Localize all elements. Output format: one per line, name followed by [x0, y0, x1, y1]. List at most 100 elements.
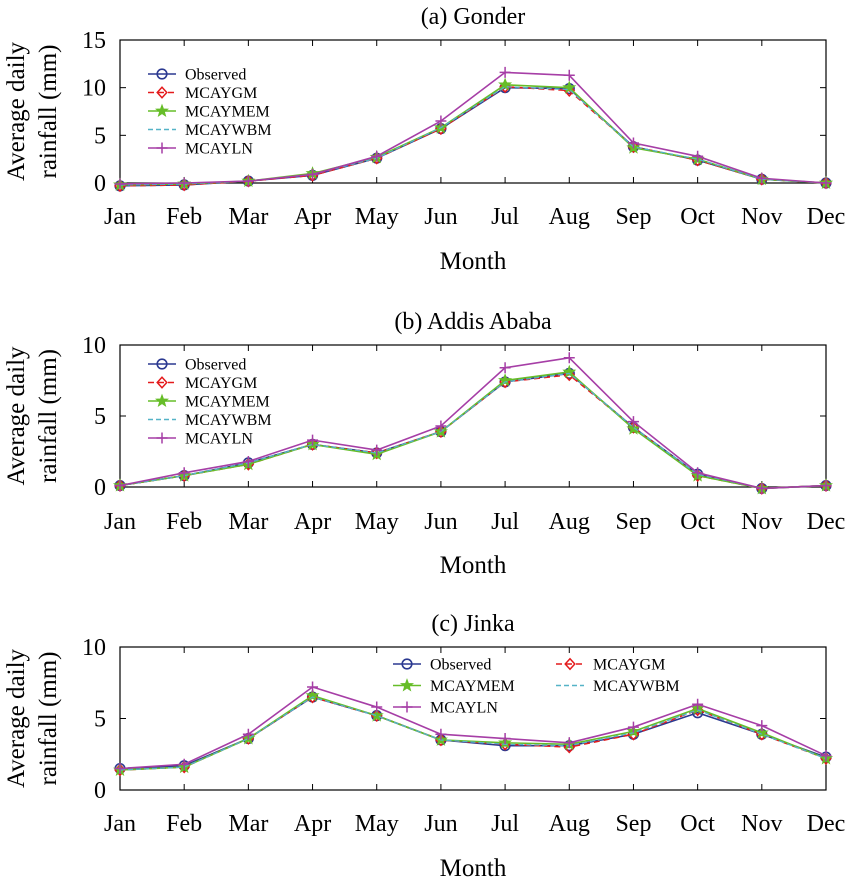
x-tick-label: Jul [491, 204, 519, 230]
x-tick-label: Jun [424, 204, 457, 230]
plot-frame [119, 39, 827, 184]
data-point [114, 763, 126, 775]
y-tick-label: 0 [94, 475, 106, 501]
data-point [369, 708, 384, 722]
data-point [114, 178, 126, 190]
legend-label: MCAYMEM [185, 394, 270, 411]
data-point [371, 150, 383, 162]
legend-item: MCAYGM [148, 375, 257, 392]
data-point [178, 177, 190, 189]
data-point [178, 758, 190, 770]
legend-marker [156, 142, 168, 154]
series-line [119, 372, 827, 490]
series-mcaywbm [119, 86, 827, 186]
x-tick-label: Aug [549, 509, 590, 535]
series-line [119, 71, 827, 185]
data-point [499, 362, 511, 374]
x-tick-label: Jan [104, 204, 136, 230]
legend-item: MCAYMEM [393, 678, 515, 695]
x-tick-label: Nov [741, 509, 782, 535]
legend-label: MCAYLN [430, 700, 498, 717]
x-tick-label: Apr [294, 204, 331, 230]
data-point [242, 728, 254, 740]
legend-marker [156, 376, 168, 389]
legend-marker [156, 68, 168, 80]
legend-label: MCAYMEM [185, 104, 270, 121]
x-tick-label: Nov [741, 811, 782, 837]
x-tick-label: Aug [549, 204, 590, 230]
x-tick-label: Jul [491, 509, 519, 535]
x-tick-label: Sep [615, 509, 651, 535]
legend-marker [156, 358, 168, 370]
data-point [562, 80, 577, 94]
legend-item: MCAYWBM [148, 122, 272, 139]
data-point [307, 168, 319, 180]
data-point [499, 66, 511, 78]
x-tick-label: Feb [166, 204, 202, 230]
data-point [435, 420, 447, 432]
data-point [756, 172, 768, 184]
legend-item: MCAYMEM [148, 104, 270, 121]
x-tick-label: Mar [228, 811, 268, 837]
data-point [756, 482, 768, 494]
legend-label: MCAYLN [185, 141, 253, 158]
y-axis-label-line-1: Average daily [3, 648, 30, 788]
x-tick-label: Apr [294, 509, 331, 535]
y-axis-label: Average daily rainfall (mm) [3, 346, 62, 486]
legend: Observed MCAYGM MCAYMEM MCAYWBM MCAYLN [393, 657, 680, 717]
legend-label: MCAYMEM [430, 678, 515, 695]
legend-label: Observed [430, 657, 491, 674]
y-axis-label-line-2: rainfall (mm) [35, 652, 62, 786]
chart-title: (a) Gonder [421, 4, 526, 30]
series-mcaywbm [119, 372, 827, 490]
x-tick-label: May [355, 811, 399, 837]
x-tick-label: Nov [741, 204, 782, 230]
legend-item: MCAYLN [148, 431, 253, 448]
series-line [119, 356, 827, 490]
legend-item: MCAYGM [556, 657, 665, 674]
data-point [563, 84, 576, 97]
x-tick-label: Aug [549, 811, 590, 837]
chart-title: (b) Addis Ababa [394, 309, 552, 335]
x-axis-label: Month [440, 855, 507, 879]
y-tick-label: 0 [94, 171, 106, 197]
chart-panel-3: (c) Jinka Jan Feb Mar Apr May Jun Jul Aug Sep Oct N… [3, 611, 845, 879]
data-point [562, 364, 577, 378]
series-line [119, 686, 827, 770]
legend-marker [154, 103, 170, 117]
x-tick-label: Mar [228, 509, 268, 535]
x-tick-label: Apr [294, 811, 331, 837]
y-axis-label: Average daily rainfall (mm) [3, 648, 62, 788]
data-point [305, 688, 320, 702]
x-axis-label: Month [440, 248, 507, 275]
y-tick-label: 10 [82, 333, 106, 359]
legend-marker [156, 432, 168, 444]
y-axis-label-line-2: rainfall (mm) [35, 349, 62, 483]
data-point [563, 352, 575, 364]
legend-label: MCAYLN [185, 431, 253, 448]
legend-marker [399, 678, 415, 692]
data-point [307, 434, 319, 446]
legend-item: MCAYMEM [148, 394, 270, 411]
x-tick-label: Feb [166, 509, 202, 535]
y-axis-label: Average daily rainfall (mm) [3, 41, 62, 181]
data-point [692, 698, 704, 710]
legend-item: MCAYWBM [556, 678, 680, 695]
x-tick-label: Oct [680, 509, 715, 535]
data-point [435, 115, 447, 127]
legend-label: MCAYWBM [185, 412, 272, 429]
y-tick-label: 10 [82, 635, 106, 661]
y-tick-label: 5 [94, 707, 106, 733]
x-tick-label: Feb [166, 811, 202, 837]
series-mcaywbm [119, 696, 827, 771]
data-point [627, 137, 639, 149]
legend-label: Observed [185, 67, 246, 84]
legend-marker [564, 657, 576, 671]
data-point [371, 701, 383, 713]
chart-panel-2: (b) Addis Ababa Jan Feb Mar Apr May Jun Jul Aug S… [3, 309, 845, 579]
y-tick-label: 0 [94, 778, 106, 804]
legend-label: Observed [185, 357, 246, 374]
data-point [692, 467, 704, 479]
